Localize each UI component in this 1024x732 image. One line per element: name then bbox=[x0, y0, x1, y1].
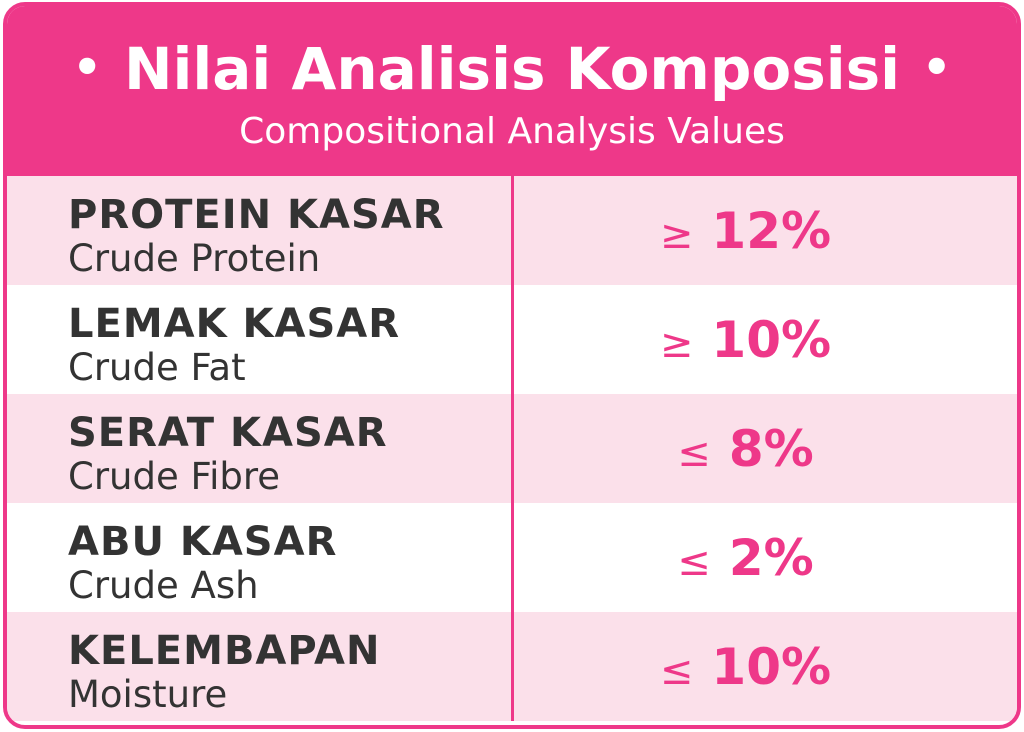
row-subname: Crude Fibre bbox=[68, 455, 281, 498]
row-name: SERAT KASAR bbox=[68, 410, 388, 456]
page-subtitle: Compositional Analysis Values bbox=[239, 111, 785, 152]
bullet-right: • bbox=[922, 40, 952, 94]
row-operator: ≤ bbox=[677, 538, 711, 585]
row-subname: Moisture bbox=[68, 673, 228, 716]
row-operator: ≥ bbox=[659, 320, 694, 367]
row-value-cell: ≤2% bbox=[514, 503, 1017, 612]
row-subname: Crude Fat bbox=[68, 346, 246, 389]
composition-card: • Nilai Analisis Komposisi • Compositional… bbox=[3, 2, 1021, 729]
row-value-cell: ≥10% bbox=[514, 285, 1017, 394]
row-value: ≥10% bbox=[660, 311, 831, 369]
analysis-table: PROTEIN KASAR Crude Protein ≥12% LEMAK K… bbox=[7, 176, 1017, 721]
row-name: LEMAK KASAR bbox=[68, 301, 401, 347]
table-row: KELEMBAPAN Moisture ≤10% bbox=[7, 612, 1017, 721]
row-percent: 12% bbox=[711, 201, 832, 260]
row-value-cell: ≤10% bbox=[514, 612, 1017, 721]
card-header: • Nilai Analisis Komposisi • Compositional… bbox=[7, 6, 1017, 176]
row-percent: 10% bbox=[711, 310, 832, 369]
row-value: ≥12% bbox=[660, 202, 831, 260]
row-subname: Crude Ash bbox=[68, 564, 259, 607]
row-operator: ≤ bbox=[677, 429, 711, 476]
row-subname: Crude Protein bbox=[68, 237, 321, 280]
row-label-cell: PROTEIN KASAR Crude Protein bbox=[7, 176, 514, 285]
row-percent: 2% bbox=[728, 528, 814, 587]
row-label-cell: SERAT KASAR Crude Fibre bbox=[7, 394, 514, 503]
table-row: SERAT KASAR Crude Fibre ≤8% bbox=[7, 394, 1017, 503]
row-label-cell: ABU KASAR Crude Ash bbox=[7, 503, 514, 612]
row-label-cell: KELEMBAPAN Moisture bbox=[7, 612, 514, 721]
row-operator: ≥ bbox=[659, 211, 694, 258]
table-row: LEMAK KASAR Crude Fat ≥10% bbox=[7, 285, 1017, 394]
title-text: Nilai Analisis Komposisi bbox=[123, 35, 901, 103]
page-title: • Nilai Analisis Komposisi • bbox=[7, 32, 1017, 104]
row-name: KELEMBAPAN bbox=[68, 628, 381, 674]
row-percent: 8% bbox=[728, 419, 814, 478]
row-label-cell: LEMAK KASAR Crude Fat bbox=[7, 285, 514, 394]
row-percent: 10% bbox=[711, 637, 832, 696]
row-value: ≤8% bbox=[677, 420, 813, 478]
row-name: PROTEIN KASAR bbox=[68, 192, 445, 238]
row-value-cell: ≤8% bbox=[514, 394, 1017, 503]
bullet-left: • bbox=[72, 40, 102, 94]
row-value: ≤2% bbox=[677, 529, 813, 587]
row-name: ABU KASAR bbox=[68, 519, 338, 565]
row-value: ≤10% bbox=[660, 638, 831, 696]
table-row: ABU KASAR Crude Ash ≤2% bbox=[7, 503, 1017, 612]
table-row: PROTEIN KASAR Crude Protein ≥12% bbox=[7, 176, 1017, 285]
row-operator: ≤ bbox=[659, 647, 694, 694]
row-value-cell: ≥12% bbox=[514, 176, 1017, 285]
